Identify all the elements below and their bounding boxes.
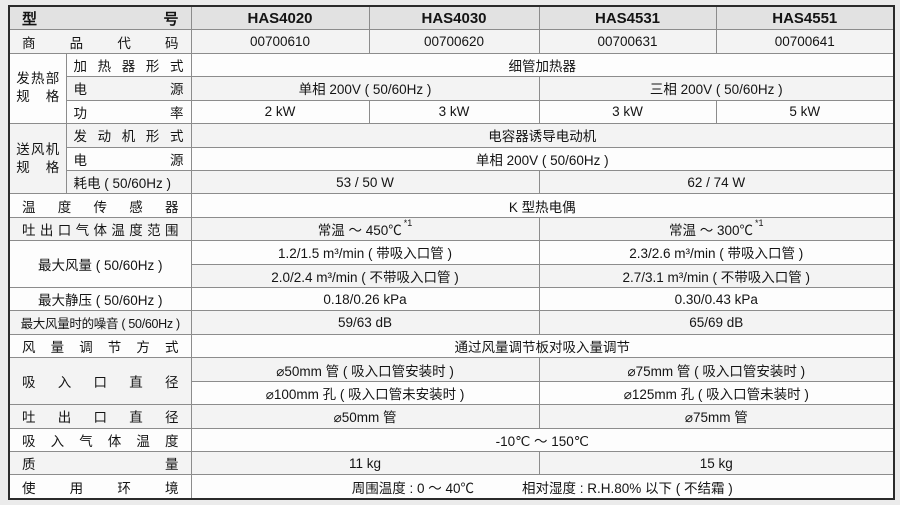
group-blower-line1: 送风机 — [16, 141, 60, 157]
mass-left: 11 kg — [190, 451, 540, 476]
airflow-adjust-value: 通过风量调节板对吸入量调节 — [190, 333, 895, 359]
table-row-sensor: 温度传感器 K 型热电偶 — [8, 193, 895, 218]
static-pressure-right: 0.30/0.43 kPa — [538, 287, 895, 312]
power-2: 3 kW — [368, 99, 540, 125]
table-row-intake-gas-temp: 吸入气体温度 -10℃ ～ 150℃ — [8, 427, 895, 453]
table-row-static-pressure: 最大静压 ( 50/60Hz ) 0.18/0.26 kPa 0.30/0.43… — [8, 287, 895, 312]
group-heating-line2: 规格 — [16, 89, 60, 105]
max-airflow-r1-right: 2.3/2.6 m³/min ( 带吸入口管 ) — [538, 240, 895, 265]
group-blower-section: 送风机 规格 — [8, 123, 67, 195]
model-has4030: HAS4030 — [368, 5, 540, 31]
group-heating-section: 发热部 规格 — [8, 52, 67, 125]
max-airflow-r2-right: 2.7/3.1 m³/min ( 不带吸入口管 ) — [538, 263, 895, 289]
table-row-heating-power-source: 电源 单相 200V ( 50/60Hz ) 三相 200V ( 50/60Hz… — [9, 76, 895, 101]
footnote-marker: *1 — [403, 217, 413, 228]
consumption-left: 53 / 50 W — [190, 169, 540, 195]
model-has4020: HAS4020 — [190, 5, 370, 31]
table-row-airflow-adjust: 风量调节方式 通过风量调节板对吸入量调节 — [8, 333, 895, 359]
blower-power-source-value: 单相 200V ( 50/60Hz ) — [190, 146, 895, 171]
environment-value: 周围温度 : 0 ～ 40℃ 相对湿度 : R.H.80% 以下 ( 不结霜 ) — [190, 474, 895, 500]
heating-power-source-label: 电源 — [65, 76, 192, 101]
table-row-heater-type: 发热部 规格 加热器形式 细管加热器 — [8, 52, 895, 125]
environment-temp: 周围温度 : 0 ～ 40℃ — [351, 480, 475, 496]
table-row-power: 功率 2 kW 3 kW 3 kW 5 kW — [9, 99, 895, 125]
static-pressure-label: 最大静压 ( 50/60Hz ) — [8, 287, 192, 312]
sensor-label: 温度传感器 — [8, 193, 192, 218]
header-row-label-text: 型号 — [22, 10, 179, 28]
outlet-diameter-right: ⌀75mm 管 — [538, 404, 895, 429]
airflow-adjust-label: 风量调节方式 — [8, 333, 192, 359]
blower-power-source-label: 电源 — [65, 146, 192, 171]
model-has4551: HAS4551 — [715, 5, 895, 31]
noise-label: 最大风量时的噪音 ( 50/60Hz ) — [8, 310, 192, 335]
outlet-temp-range-left: 常温 ～ 450℃*1 — [190, 216, 540, 242]
table-row-inlet-diameter-1: 吸入口直径 ⌀50mm 管 ( 吸入口管安装时 ) ⌀75mm 管 ( 吸入口管… — [8, 357, 895, 406]
heater-type-label: 加热器形式 — [65, 52, 192, 78]
power-1: 2 kW — [190, 99, 370, 125]
table-row-noise: 最大风量时的噪音 ( 50/60Hz ) 59/63 dB 65/69 dB — [8, 310, 895, 335]
product-code-1: 00700610 — [190, 29, 370, 54]
table-row-blower-power-source: 电源 单相 200V ( 50/60Hz ) — [9, 146, 895, 171]
outlet-temp-range-label: 吐出口气体温度范围 — [8, 216, 192, 242]
power-label: 功率 — [65, 99, 192, 125]
environment-humidity: 相对湿度 : R.H.80% 以下 ( 不结霜 ) — [522, 480, 733, 496]
group-heating-line1: 发热部 — [16, 71, 60, 87]
table-row-product-code: 商品代码 00700610 00700620 00700631 00700641 — [8, 29, 895, 54]
group-blower-line2: 规格 — [16, 159, 60, 175]
max-airflow-r1-left: 1.2/1.5 m³/min ( 带吸入口管 ) — [190, 240, 540, 265]
environment-label: 使用环境 — [8, 474, 192, 500]
product-code-label: 商品代码 — [8, 29, 192, 54]
mass-label: 质量 — [8, 451, 192, 476]
inlet-diameter-r1-right: ⌀75mm 管 ( 吸入口管安装时 ) — [538, 357, 895, 382]
noise-left: 59/63 dB — [190, 310, 540, 335]
power-3: 3 kW — [538, 99, 717, 125]
mass-right: 15 kg — [538, 451, 895, 476]
consumption-label: 耗电 ( 50/60Hz ) — [65, 169, 192, 195]
max-airflow-label: 最大风量 ( 50/60Hz ) — [8, 240, 192, 289]
outlet-diameter-label: 吐出口直径 — [8, 404, 192, 429]
header-row-label: 型号 — [8, 5, 192, 31]
intake-gas-temp-value: -10℃ ～ 150℃ — [190, 427, 895, 453]
inlet-diameter-label: 吸入口直径 — [8, 357, 192, 406]
table-row-outlet-temp-range: 吐出口气体温度范围 常温 ～ 450℃*1 常温 ～ 300℃*1 — [8, 216, 895, 242]
product-code-3: 00700631 — [538, 29, 717, 54]
product-code-2: 00700620 — [368, 29, 540, 54]
spec-table: 型号 HAS4020 HAS4030 HAS4531 HAS4551 商品代码 … — [8, 5, 896, 500]
outlet-temp-range-right: 常温 ～ 300℃*1 — [538, 216, 895, 242]
outlet-diameter-left: ⌀50mm 管 — [190, 404, 540, 429]
table-row-inlet-diameter-2: ⌀100mm 孔 ( 吸入口管未安装时 ) ⌀125mm 孔 ( 吸入口管未装时… — [9, 380, 895, 406]
static-pressure-left: 0.18/0.26 kPa — [190, 287, 540, 312]
inlet-diameter-r2-left: ⌀100mm 孔 ( 吸入口管未安装时 ) — [190, 380, 540, 406]
table-row-header: 型号 HAS4020 HAS4030 HAS4531 HAS4551 — [8, 5, 895, 31]
power-4: 5 kW — [715, 99, 895, 125]
max-airflow-r2-left: 2.0/2.4 m³/min ( 不带吸入口管 ) — [190, 263, 540, 289]
noise-right: 65/69 dB — [538, 310, 895, 335]
table-row-environment: 使用环境 周围温度 : 0 ～ 40℃ 相对湿度 : R.H.80% 以下 ( 不… — [8, 474, 895, 500]
motor-type-label: 发动机形式 — [65, 123, 192, 148]
table-row-consumption: 耗电 ( 50/60Hz ) 53 / 50 W 62 / 74 W — [9, 169, 895, 195]
heating-power-source-right: 三相 200V ( 50/60Hz ) — [538, 76, 895, 101]
sensor-value: K 型热电偶 — [190, 193, 895, 218]
inlet-diameter-r1-left: ⌀50mm 管 ( 吸入口管安装时 ) — [190, 357, 540, 382]
table-row-outlet-diameter: 吐出口直径 ⌀50mm 管 ⌀75mm 管 — [8, 404, 895, 429]
product-code-4: 00700641 — [715, 29, 895, 54]
heater-type-value: 细管加热器 — [190, 52, 895, 78]
inlet-diameter-r2-right: ⌀125mm 孔 ( 吸入口管未装时 ) — [538, 380, 895, 406]
table-row-mass: 质量 11 kg 15 kg — [8, 451, 895, 476]
heating-power-source-left: 单相 200V ( 50/60Hz ) — [190, 76, 540, 101]
intake-gas-temp-label: 吸入气体温度 — [8, 427, 192, 453]
table-row-motor-type: 送风机 规格 发动机形式 电容器诱导电动机 — [8, 123, 895, 195]
consumption-right: 62 / 74 W — [538, 169, 895, 195]
motor-type-value: 电容器诱导电动机 — [190, 123, 895, 148]
footnote-marker: *1 — [755, 217, 764, 228]
table-row-max-airflow-1: 最大风量 ( 50/60Hz ) 1.2/1.5 m³/min ( 带吸入口管 … — [8, 240, 895, 289]
model-has4531: HAS4531 — [538, 5, 717, 31]
